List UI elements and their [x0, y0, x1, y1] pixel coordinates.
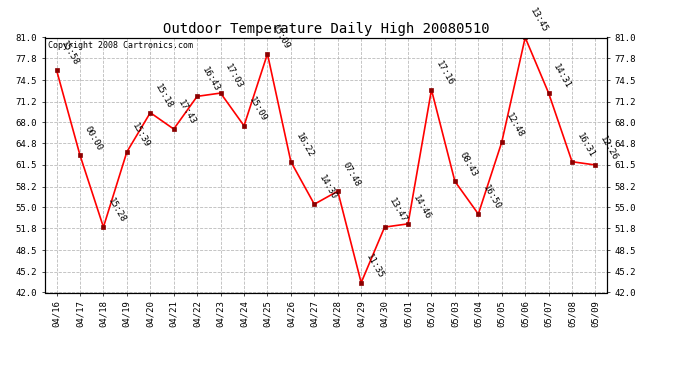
Text: 14:30: 14:30: [317, 174, 338, 201]
Text: 16:43: 16:43: [200, 66, 221, 94]
Text: 14:46: 14:46: [411, 193, 432, 221]
Text: 15:28: 15:28: [106, 196, 128, 224]
Text: 15:58: 15:58: [59, 40, 81, 68]
Text: 00:00: 00:00: [83, 124, 104, 152]
Text: 17:16: 17:16: [434, 59, 455, 87]
Text: 11:35: 11:35: [364, 252, 385, 280]
Text: 13:47: 13:47: [387, 196, 408, 224]
Text: 16:31: 16:31: [575, 131, 596, 159]
Text: 16:50: 16:50: [481, 183, 502, 211]
Text: Copyright 2008 Cartronics.com: Copyright 2008 Cartronics.com: [48, 41, 193, 50]
Text: 16:22: 16:22: [294, 131, 315, 159]
Text: 17:43: 17:43: [177, 99, 198, 126]
Title: Outdoor Temperature Daily High 20080510: Outdoor Temperature Daily High 20080510: [163, 22, 489, 36]
Text: 15:39: 15:39: [130, 122, 151, 149]
Text: 14:31: 14:31: [551, 63, 573, 90]
Text: 15:18: 15:18: [153, 82, 175, 110]
Text: 12:26: 12:26: [598, 135, 620, 162]
Text: 13:45: 13:45: [528, 7, 549, 35]
Text: 07:48: 07:48: [341, 160, 362, 188]
Text: 12:48: 12:48: [504, 112, 526, 140]
Text: 08:43: 08:43: [457, 151, 479, 178]
Text: 15:09: 15:09: [270, 23, 291, 51]
Text: 15:09: 15:09: [247, 95, 268, 123]
Text: 17:03: 17:03: [224, 63, 244, 90]
